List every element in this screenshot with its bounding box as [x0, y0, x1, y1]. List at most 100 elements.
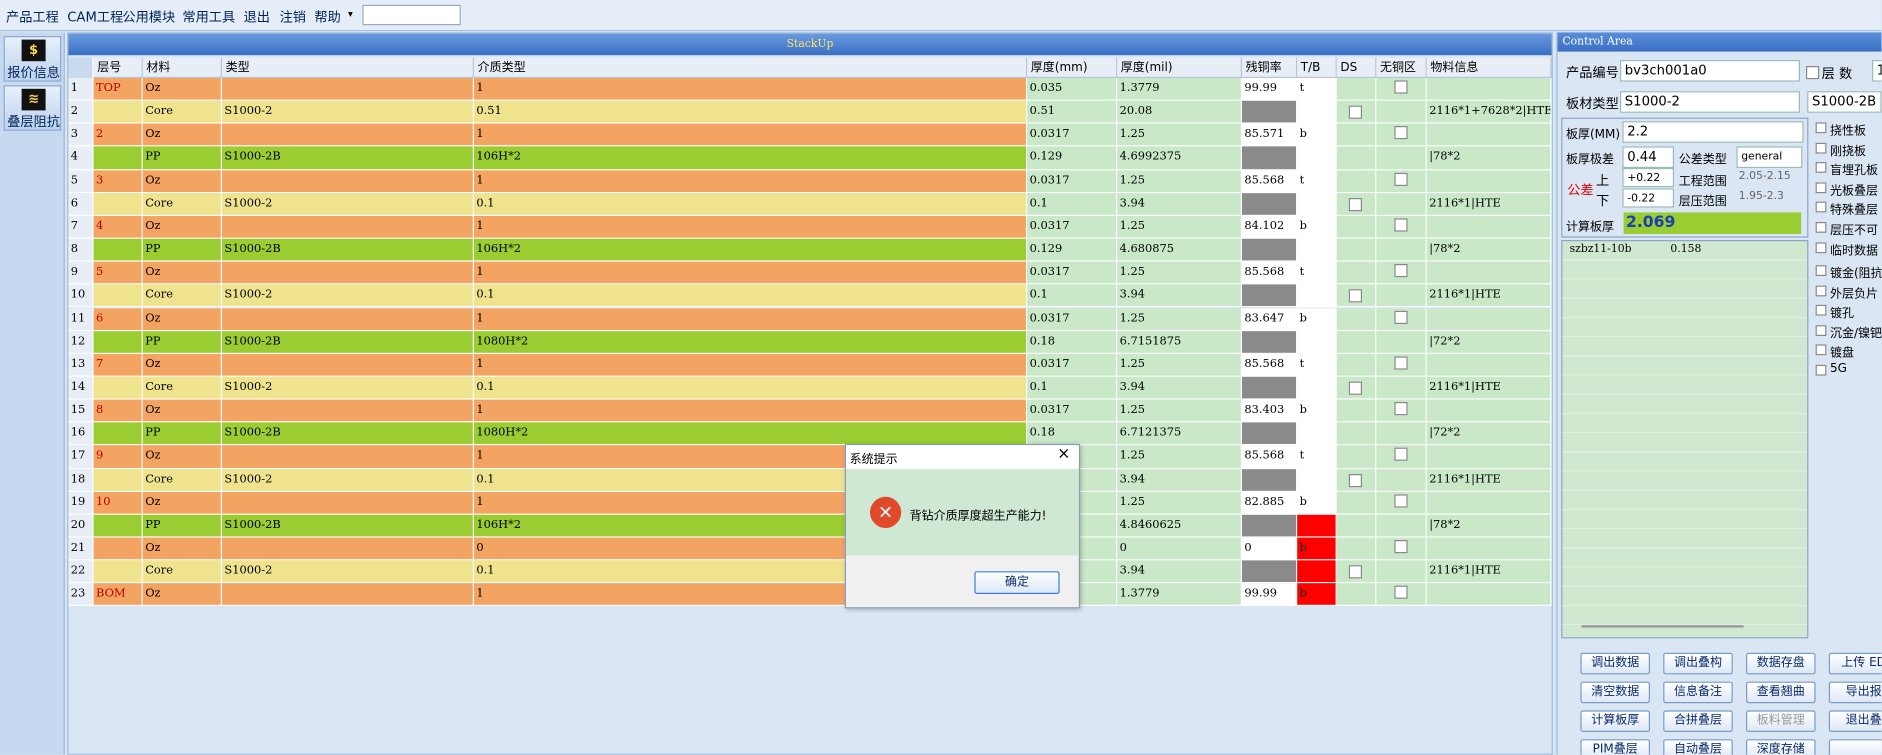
table-cell: 21: [68, 537, 94, 561]
menu-item[interactable]: CAM工程: [67, 9, 124, 26]
ds-checkbox[interactable]: [1348, 289, 1362, 303]
option-checkbox[interactable]: [1815, 265, 1827, 276]
menu-item[interactable]: 帮助: [314, 9, 341, 26]
option-checkbox[interactable]: [1815, 344, 1827, 356]
action-button[interactable]: 退出叠: [1828, 710, 1882, 732]
table-cell: 1: [474, 169, 1028, 193]
action-button[interactable]: PIM叠层: [1580, 739, 1651, 755]
action-button[interactable]: 深度存储: [1746, 739, 1816, 755]
field-label: 公差: [1567, 182, 1594, 199]
action-button[interactable]: 查看翘曲: [1746, 681, 1816, 704]
input-field[interactable]: +0.22: [1622, 168, 1675, 188]
table-cell: Oz: [142, 78, 223, 101]
ds-checkbox[interactable]: [1348, 565, 1362, 579]
result-field[interactable]: 2.069: [1623, 212, 1802, 235]
option-checkbox[interactable]: [1815, 364, 1827, 376]
input-field[interactable]: -0.22: [1622, 188, 1675, 208]
table-cell: [222, 445, 475, 469]
table-cell: 2116*1+7628*2|HTE: [1426, 100, 1552, 124]
action-button[interactable]: 合拼叠层: [1663, 710, 1733, 732]
ds-checkbox[interactable]: [1348, 197, 1362, 211]
option-checkbox[interactable]: [1815, 222, 1827, 233]
table-cell: 3: [93, 169, 143, 193]
sidebar-button[interactable]: $ 报价信息: [3, 36, 62, 82]
menu-item[interactable]: 产品工程: [6, 9, 59, 26]
menu-item[interactable]: 公用模块: [122, 9, 176, 26]
error-icon: ✕: [870, 496, 902, 528]
table-cell: 6: [68, 192, 94, 216]
option-label: 沉金/镍钯: [1830, 327, 1882, 341]
layers-checkbox[interactable]: [1806, 66, 1820, 80]
ds-checkbox[interactable]: [1348, 473, 1362, 487]
no-copper-checkbox[interactable]: [1394, 310, 1408, 324]
no-copper-checkbox[interactable]: [1394, 540, 1408, 554]
table-cell: Oz: [142, 537, 223, 561]
action-button[interactable]: [1828, 739, 1882, 755]
input-field[interactable]: bv3ch001a0: [1620, 60, 1801, 82]
option-checkbox[interactable]: [1815, 241, 1827, 253]
action-button[interactable]: 调出数据: [1580, 652, 1651, 675]
select[interactable]: general: [1736, 146, 1803, 168]
input-field[interactable]: 2.2: [1622, 121, 1804, 143]
table-cell: [1242, 560, 1298, 584]
table-cell: [1426, 537, 1552, 561]
menu-item[interactable]: 注销: [279, 9, 306, 26]
select[interactable]: S1000-2: [1620, 91, 1801, 113]
action-button[interactable]: 信息备注: [1663, 681, 1733, 704]
action-button[interactable]: 计算板厚: [1580, 710, 1651, 732]
table-cell: [93, 284, 143, 308]
no-copper-checkbox[interactable]: [1394, 448, 1408, 462]
table-cell: 6.7121375: [1117, 422, 1242, 446]
action-button[interactable]: 自动叠层: [1663, 739, 1733, 755]
select[interactable]: S1000-2B: [1807, 91, 1882, 113]
no-copper-checkbox[interactable]: [1394, 172, 1408, 186]
no-copper-checkbox[interactable]: [1394, 80, 1408, 94]
action-button[interactable]: 导出报: [1828, 681, 1882, 704]
table-cell: 1: [474, 261, 1028, 285]
ds-checkbox[interactable]: [1348, 381, 1362, 395]
table-cell: 85.568: [1242, 445, 1298, 469]
action-button[interactable]: 上传 ED: [1828, 652, 1882, 675]
menu-combo[interactable]: [362, 4, 461, 26]
table-cell: 3: [68, 123, 94, 147]
ok-button[interactable]: 确定: [974, 571, 1060, 594]
no-copper-checkbox[interactable]: [1394, 494, 1408, 508]
table-cell: 13: [68, 353, 94, 377]
option-checkbox[interactable]: [1815, 324, 1827, 336]
table-cell: 1.25: [1117, 491, 1242, 515]
option-checkbox[interactable]: [1815, 162, 1827, 174]
table-cell: [93, 468, 143, 492]
action-button[interactable]: 调出叠构: [1663, 652, 1733, 675]
table-cell: 83.647: [1242, 307, 1298, 331]
input-field[interactable]: 1: [1872, 60, 1882, 82]
option-checkbox[interactable]: [1815, 182, 1827, 193]
table-cell: [222, 399, 475, 423]
table-cell: Oz: [142, 169, 223, 193]
table-cell: 85.568: [1242, 261, 1298, 285]
no-copper-checkbox[interactable]: [1394, 264, 1408, 278]
close-button[interactable]: ×: [1057, 445, 1071, 464]
select[interactable]: 0.44: [1622, 146, 1675, 168]
option-checkbox[interactable]: [1815, 142, 1827, 154]
no-copper-checkbox[interactable]: [1394, 356, 1408, 370]
table-cell: b: [1297, 215, 1337, 239]
menu-item[interactable]: 常用工具: [182, 9, 236, 26]
action-button[interactable]: 清空数据: [1580, 681, 1651, 704]
no-copper-checkbox[interactable]: [1394, 218, 1408, 232]
no-copper-checkbox[interactable]: [1394, 402, 1408, 416]
table-cell: [1242, 514, 1298, 538]
option-checkbox[interactable]: [1815, 305, 1827, 316]
ds-checkbox[interactable]: [1348, 105, 1362, 119]
menu-item[interactable]: 退出: [243, 9, 270, 26]
table-cell: S1000-2: [222, 100, 475, 124]
table-cell: 0.0317: [1027, 307, 1118, 331]
table-cell: |72*2: [1426, 422, 1552, 446]
option-checkbox[interactable]: [1815, 285, 1827, 296]
no-copper-checkbox[interactable]: [1394, 126, 1408, 140]
sidebar-button[interactable]: ≋ 叠层阻抗: [3, 85, 62, 131]
action-button[interactable]: 数据存盘: [1746, 652, 1816, 675]
option-checkbox[interactable]: [1815, 202, 1827, 213]
option-checkbox[interactable]: [1815, 122, 1827, 134]
no-copper-checkbox[interactable]: [1394, 585, 1408, 600]
table-cell: 0.129: [1027, 238, 1118, 262]
